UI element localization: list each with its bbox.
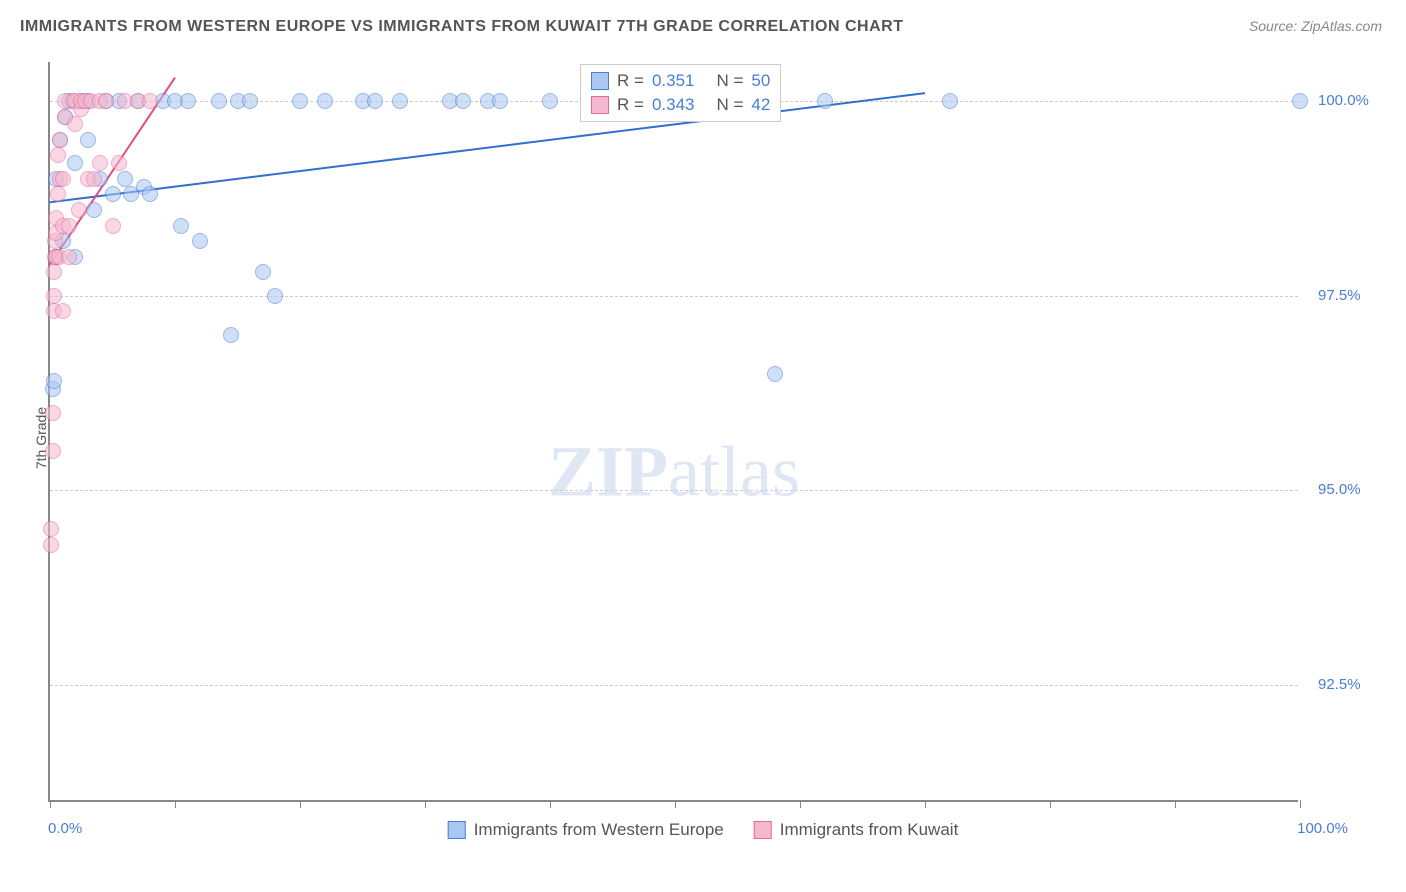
data-point (367, 93, 383, 109)
data-point (86, 202, 102, 218)
legend-label-1: Immigrants from Kuwait (780, 820, 959, 840)
x-tick (1300, 800, 1301, 808)
data-point (52, 132, 68, 148)
data-point (46, 264, 62, 280)
data-point (105, 186, 121, 202)
r-value-0: 0.351 (652, 71, 695, 91)
data-point (142, 186, 158, 202)
data-point (767, 366, 783, 382)
stats-row-series-0: R = 0.351 N = 50 (591, 69, 770, 93)
data-point (43, 537, 59, 553)
data-point (455, 93, 471, 109)
chart-container: IMMIGRANTS FROM WESTERN EUROPE VS IMMIGR… (0, 0, 1406, 892)
data-point (86, 171, 102, 187)
data-point (50, 147, 66, 163)
data-point (242, 93, 258, 109)
data-point (61, 249, 77, 265)
data-point (45, 405, 61, 421)
data-point (92, 155, 108, 171)
x-axis-max-label: 100.0% (1297, 820, 1348, 837)
n-value-0: 50 (751, 71, 770, 91)
x-axis-min-label: 0.0% (48, 820, 82, 837)
data-point (111, 155, 127, 171)
r-label-1: R = (617, 95, 644, 115)
legend-label-0: Immigrants from Western Europe (474, 820, 724, 840)
n-label-0: N = (716, 71, 743, 91)
swatch-series-1 (591, 96, 609, 114)
data-point (46, 373, 62, 389)
data-point (105, 218, 121, 234)
legend-item-0: Immigrants from Western Europe (448, 820, 724, 840)
data-point (192, 233, 208, 249)
plot-area: ZIPatlas 92.5%95.0%97.5%100.0% (48, 62, 1298, 802)
y-tick-label: 100.0% (1318, 92, 1369, 109)
data-point (211, 93, 227, 109)
r-label-0: R = (617, 71, 644, 91)
swatch-series-0 (591, 72, 609, 90)
data-point (55, 171, 71, 187)
data-point (80, 132, 96, 148)
legend-item-1: Immigrants from Kuwait (754, 820, 959, 840)
data-point (817, 93, 833, 109)
stats-row-series-1: R = 0.343 N = 42 (591, 93, 770, 117)
data-point (45, 443, 61, 459)
data-point (117, 171, 133, 187)
data-point (67, 155, 83, 171)
data-point (43, 521, 59, 537)
n-label-1: N = (716, 95, 743, 115)
data-point (267, 288, 283, 304)
data-point (223, 327, 239, 343)
data-point (98, 93, 114, 109)
data-point (142, 93, 158, 109)
data-point (61, 218, 77, 234)
data-point (71, 202, 87, 218)
data-point (55, 303, 71, 319)
data-point (180, 93, 196, 109)
data-point (492, 93, 508, 109)
data-point (542, 93, 558, 109)
legend-swatch-0 (448, 821, 466, 839)
chart-title: IMMIGRANTS FROM WESTERN EUROPE VS IMMIGR… (20, 18, 903, 36)
data-point (50, 186, 66, 202)
source-label: Source: ZipAtlas.com (1249, 18, 1382, 34)
data-point (173, 218, 189, 234)
y-tick-label: 92.5% (1318, 676, 1361, 693)
data-point (46, 288, 62, 304)
legend-swatch-1 (754, 821, 772, 839)
data-point (392, 93, 408, 109)
y-tick-label: 97.5% (1318, 287, 1361, 304)
data-point (255, 264, 271, 280)
n-value-1: 42 (751, 95, 770, 115)
r-value-1: 0.343 (652, 95, 695, 115)
stats-legend-box: R = 0.351 N = 50 R = 0.343 N = 42 (580, 64, 781, 122)
data-point (1292, 93, 1308, 109)
data-point (942, 93, 958, 109)
data-point (317, 93, 333, 109)
data-point (67, 116, 83, 132)
trend-lines (50, 62, 1300, 802)
data-point (292, 93, 308, 109)
bottom-legend: Immigrants from Western Europe Immigrant… (448, 820, 959, 840)
y-tick-label: 95.0% (1318, 481, 1361, 498)
